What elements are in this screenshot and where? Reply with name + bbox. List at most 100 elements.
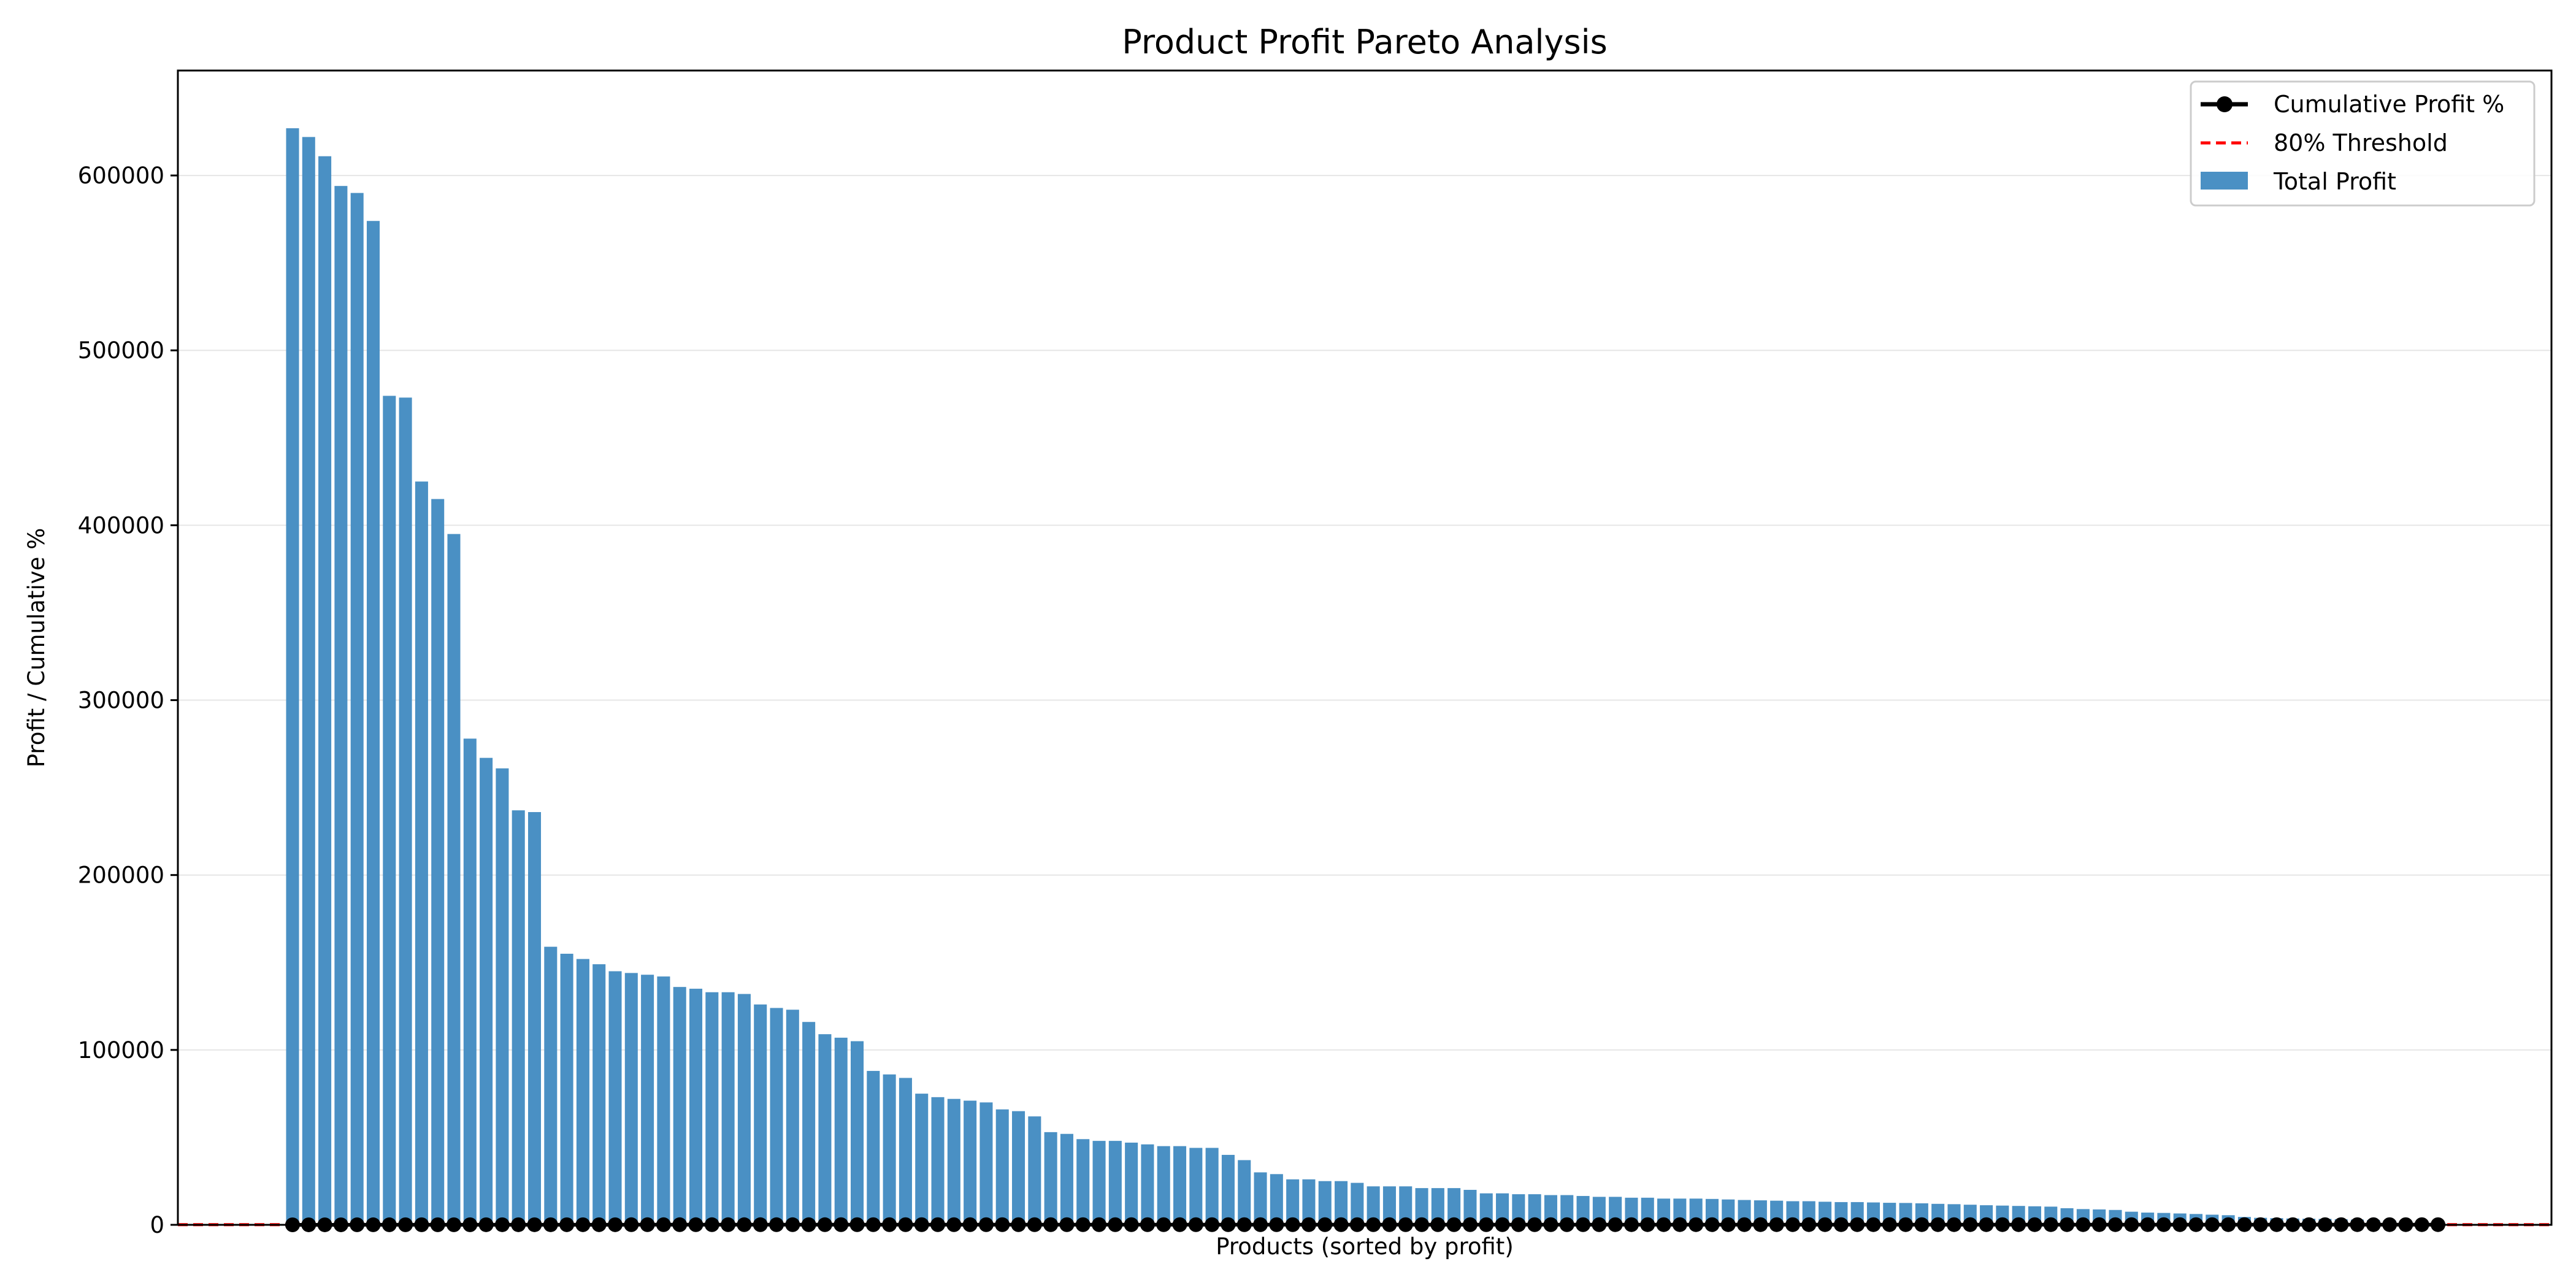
bar-total-profit: [931, 1097, 945, 1225]
bar-total-profit: [754, 1004, 767, 1225]
bar-total-profit: [383, 396, 396, 1225]
bar-total-profit: [899, 1078, 912, 1225]
y-tick-label: 300000: [78, 688, 164, 714]
bar-total-profit: [1028, 1116, 1041, 1225]
bar-total-profit: [995, 1109, 1009, 1225]
bar-total-profit: [512, 810, 525, 1225]
bar-total-profit: [1092, 1141, 1106, 1225]
bar-total-profit: [657, 976, 670, 1225]
y-tick-label: 200000: [78, 862, 164, 889]
bar-total-profit: [1544, 1195, 1557, 1225]
bar-total-profit: [399, 397, 412, 1225]
legend-label-threshold: 80% Threshold: [2274, 129, 2448, 156]
y-tick-label: 400000: [78, 512, 164, 539]
bar-total-profit: [415, 481, 428, 1225]
bar-total-profit: [1012, 1111, 1025, 1225]
legend-label-cumulative: Cumulative Profit %: [2274, 91, 2504, 118]
bar-total-profit: [818, 1034, 832, 1225]
bar-total-profit: [1431, 1188, 1444, 1225]
bar-total-profit: [1318, 1181, 1332, 1225]
bar-total-profit: [366, 221, 380, 1225]
legend: Cumulative Profit % 80% Threshold Total …: [2190, 80, 2536, 207]
bar-total-profit: [1189, 1148, 1203, 1225]
bar-total-profit: [431, 499, 445, 1225]
bar-total-profit: [1173, 1146, 1187, 1225]
bar-total-profit: [947, 1098, 960, 1225]
bar-total-profit: [560, 954, 573, 1225]
bar-total-profit: [737, 994, 751, 1225]
bar-total-profit: [624, 973, 638, 1225]
bar-total-profit: [496, 768, 509, 1225]
bar-total-profit: [1141, 1144, 1154, 1225]
bar-total-profit: [786, 1010, 799, 1225]
y-tick-label: 0: [150, 1212, 164, 1238]
bar-total-profit: [1382, 1186, 1396, 1225]
bar-total-profit: [705, 992, 719, 1225]
bar-total-profit: [1399, 1186, 1413, 1225]
bar-total-profit: [527, 812, 542, 1225]
legend-marker-swatch: [2217, 96, 2233, 112]
legend-label-total-profit: Total Profit: [2273, 168, 2396, 195]
bar-total-profit: [1496, 1193, 1509, 1225]
bar-total-profit: [544, 946, 558, 1225]
bar-total-profit: [834, 1037, 848, 1225]
bar-total-profit: [1125, 1142, 1138, 1225]
x-axis-title: Products (sorted by profit): [1216, 1233, 1514, 1260]
bar-total-profit: [1157, 1146, 1170, 1225]
bar-total-profit: [1286, 1179, 1300, 1225]
bar-total-profit: [1060, 1133, 1073, 1225]
bar-total-profit: [1254, 1172, 1267, 1225]
bar-total-profit: [1044, 1132, 1057, 1225]
chart-title: Product Profit Pareto Analysis: [1122, 23, 1608, 61]
bar-total-profit: [721, 992, 735, 1225]
bar-total-profit: [867, 1071, 880, 1225]
bar-total-profit: [1447, 1188, 1461, 1225]
bar-total-profit: [1528, 1194, 1541, 1225]
bar-total-profit: [915, 1094, 929, 1225]
bar-total-profit: [641, 975, 654, 1225]
bar-total-profit: [592, 964, 606, 1225]
bar-total-profit: [1335, 1181, 1348, 1225]
bar-total-profit: [1302, 1179, 1316, 1225]
bar-total-profit: [1076, 1139, 1090, 1225]
bar-total-profit: [1351, 1183, 1364, 1225]
y-axis-ticks: 0 100000 200000 300000 400000 500000 600000: [78, 163, 178, 1238]
bar-total-profit: [770, 1008, 783, 1225]
bar-total-profit: [334, 186, 348, 1225]
bar-total-profit: [1512, 1194, 1525, 1225]
bar-total-profit: [1479, 1193, 1493, 1225]
bar-total-profit: [1576, 1195, 1590, 1225]
bar-total-profit: [286, 128, 299, 1225]
bar-total-profit: [318, 156, 332, 1225]
y-axis-title: Profit / Cumulative %: [23, 528, 50, 768]
plot-frame: [177, 69, 2553, 1226]
bar-total-profit: [463, 738, 477, 1225]
bar-total-profit: [1270, 1174, 1283, 1225]
bar-total-profit: [302, 137, 315, 1225]
y-tick-label: 500000: [78, 337, 164, 364]
y-tick-label: 100000: [78, 1037, 164, 1064]
bar-total-profit: [1415, 1188, 1428, 1225]
bar-total-profit: [883, 1074, 896, 1225]
bar-total-profit: [1560, 1195, 1574, 1225]
bar-total-profit: [1592, 1197, 1606, 1225]
bar-total-profit: [1205, 1148, 1219, 1225]
legend-bar-swatch: [2201, 172, 2248, 190]
bar-total-profit: [608, 971, 622, 1225]
bar-total-profit: [1238, 1160, 1251, 1225]
y-tick-label: 600000: [78, 163, 164, 189]
bar-total-profit: [1463, 1189, 1477, 1225]
bar-total-profit: [964, 1100, 977, 1225]
grid-lines: [178, 175, 2551, 1225]
bar-total-profit: [1108, 1141, 1122, 1225]
bar-total-profit: [447, 534, 461, 1225]
legend-box: [2190, 80, 2536, 207]
bar-total-profit: [576, 959, 589, 1225]
bar-total-profit: [1367, 1186, 1380, 1225]
bar-total-profit: [1221, 1154, 1235, 1225]
bar-total-profit: [350, 193, 364, 1225]
bar-total-profit: [673, 987, 686, 1225]
bar-total-profit: [689, 989, 703, 1225]
bar-total-profit: [480, 757, 493, 1225]
